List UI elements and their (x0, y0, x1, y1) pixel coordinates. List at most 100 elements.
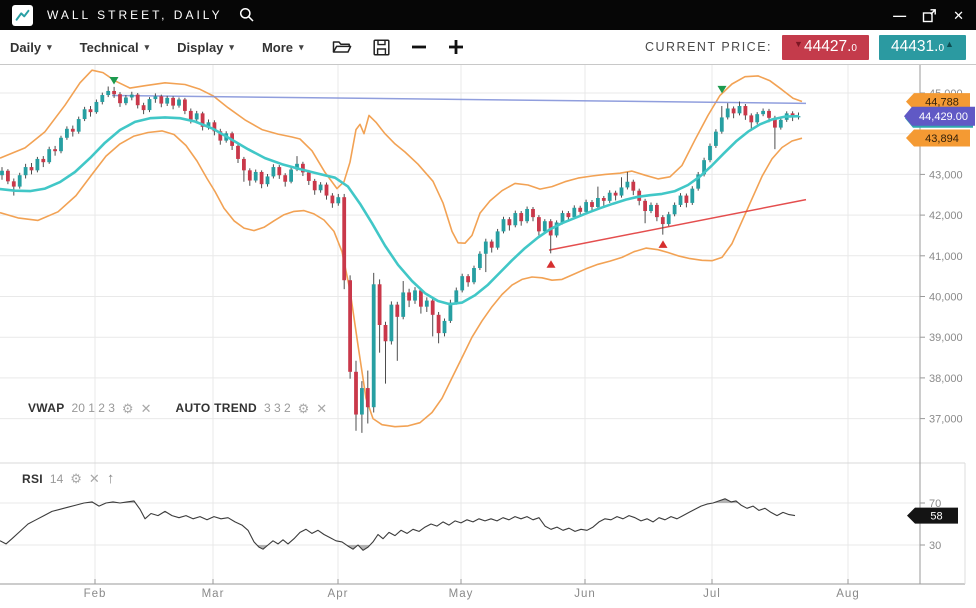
popout-button[interactable] (922, 8, 937, 23)
vwap-indicator-params: 20 1 2 3 (71, 401, 115, 415)
candle-body (395, 304, 400, 317)
sell-signal-icon (109, 76, 119, 85)
candle-body (183, 99, 187, 111)
candle-body (100, 95, 105, 102)
candle-body (129, 94, 134, 98)
candle-body (289, 169, 293, 182)
candle-body (312, 180, 317, 191)
grid-lines (0, 65, 920, 584)
candle-body (489, 241, 494, 248)
rsi-fill-zone (346, 545, 358, 550)
minimize-button[interactable]: — (893, 7, 907, 23)
candle-body (684, 195, 689, 203)
rsi-fill-zone (257, 545, 268, 550)
price-tag: 44,429.00 (904, 106, 975, 126)
candle-body (460, 276, 465, 291)
auto-trend-indicator-params: 3 3 2 (263, 401, 291, 415)
price-chart-canvas[interactable]: FebMarAprMayJunJulAug45,00044,00043,0004… (0, 65, 976, 608)
zoom-in-icon[interactable] (448, 39, 464, 55)
candle-body (495, 231, 500, 248)
menu-label: More (261, 39, 293, 55)
candle-body (448, 302, 453, 321)
app-logo-icon (12, 4, 33, 26)
candle-body (531, 208, 535, 218)
candle-body (383, 324, 388, 342)
candle-body (365, 388, 370, 408)
candle-body (106, 90, 111, 96)
candle-body (472, 268, 476, 283)
candle-body (466, 276, 470, 283)
price-tag: 44,788 (906, 93, 970, 111)
month-label: Aug (836, 588, 859, 600)
price-tag-value: 43,894 (925, 133, 959, 145)
candle-body (584, 202, 588, 212)
chevron-down-icon: ▾ (47, 41, 52, 52)
menu-label: Daily (10, 39, 42, 55)
candle-body (348, 280, 352, 372)
candle-body (678, 195, 683, 205)
candle-body (242, 158, 246, 171)
candle-body (212, 122, 217, 132)
candle-body (743, 106, 748, 116)
candle-body (596, 198, 600, 207)
sell-signal-icon (717, 85, 727, 94)
candle-body (778, 119, 783, 128)
toolbar: Daily ▾ Technical ▾ Display ▾ More ▾ CURRENT PR… (0, 30, 976, 65)
price-axis-label: 40,000 (929, 292, 963, 304)
candle-body (306, 172, 311, 181)
resistance-trendline[interactable] (111, 94, 807, 105)
vwap-remove-icon[interactable]: ✕ (140, 400, 152, 416)
candle-body (601, 198, 606, 201)
candle-body (247, 170, 252, 181)
candle-body (719, 117, 724, 132)
save-icon[interactable] (372, 38, 390, 56)
candle-body (11, 181, 16, 187)
search-icon[interactable] (239, 7, 255, 23)
zoom-out-icon[interactable] (411, 39, 427, 55)
candle-body (82, 109, 87, 120)
current-price-label: CURRENT PRICE: (644, 40, 772, 54)
candle-body (47, 149, 52, 163)
candle-body (336, 197, 341, 204)
candle-body (590, 202, 594, 207)
candle-body (354, 371, 358, 415)
candle-body (696, 174, 701, 189)
rsi-move-up-icon[interactable]: ↑ (106, 470, 115, 487)
auto-trend-settings-gear-icon[interactable]: ⚙ (297, 400, 310, 416)
candle-body (342, 197, 347, 281)
auto-trend-remove-icon[interactable]: ✕ (316, 400, 328, 416)
buy-price-value: 44431. (891, 37, 939, 55)
buy-price-decimal: 0 (938, 42, 945, 54)
candle-body (253, 171, 258, 181)
candle-body (554, 222, 559, 236)
candle-body (194, 113, 199, 120)
close-button[interactable]: ✕ (953, 7, 964, 23)
menu-technical[interactable]: Technical ▾ (80, 40, 150, 55)
menu-display[interactable]: Display ▾ (177, 40, 234, 55)
candle-body (330, 195, 335, 204)
buy-price-button[interactable]: 44431. 0 ▲ (879, 34, 966, 60)
sell-price-button[interactable]: ▼ 44427. 0 (782, 34, 869, 60)
support-trendline[interactable] (548, 198, 807, 251)
price-tag-shape (906, 129, 970, 147)
chart-area: FebMarAprMayJunJulAug45,00044,00043,0004… (0, 65, 976, 608)
open-folder-icon[interactable] (332, 39, 352, 55)
month-label: Jun (574, 588, 596, 600)
candle-body (525, 208, 529, 222)
candle-body (206, 122, 211, 127)
month-label: Jul (703, 588, 721, 600)
vwap-settings-gear-icon[interactable]: ⚙ (121, 400, 134, 416)
rsi-remove-icon[interactable]: ✕ (88, 471, 100, 486)
candle-body (507, 219, 512, 226)
candlestick-series[interactable] (0, 86, 801, 433)
menu-more[interactable]: More ▾ (262, 40, 304, 55)
candle-body (483, 241, 488, 254)
candle-body (23, 167, 28, 176)
candle-body (773, 117, 777, 128)
candle-body (283, 175, 288, 182)
candle-body (755, 114, 760, 123)
menu-daily[interactable]: Daily ▾ (10, 40, 52, 55)
rsi-settings-gear-icon[interactable]: ⚙ (70, 471, 82, 486)
candle-body (702, 160, 706, 175)
